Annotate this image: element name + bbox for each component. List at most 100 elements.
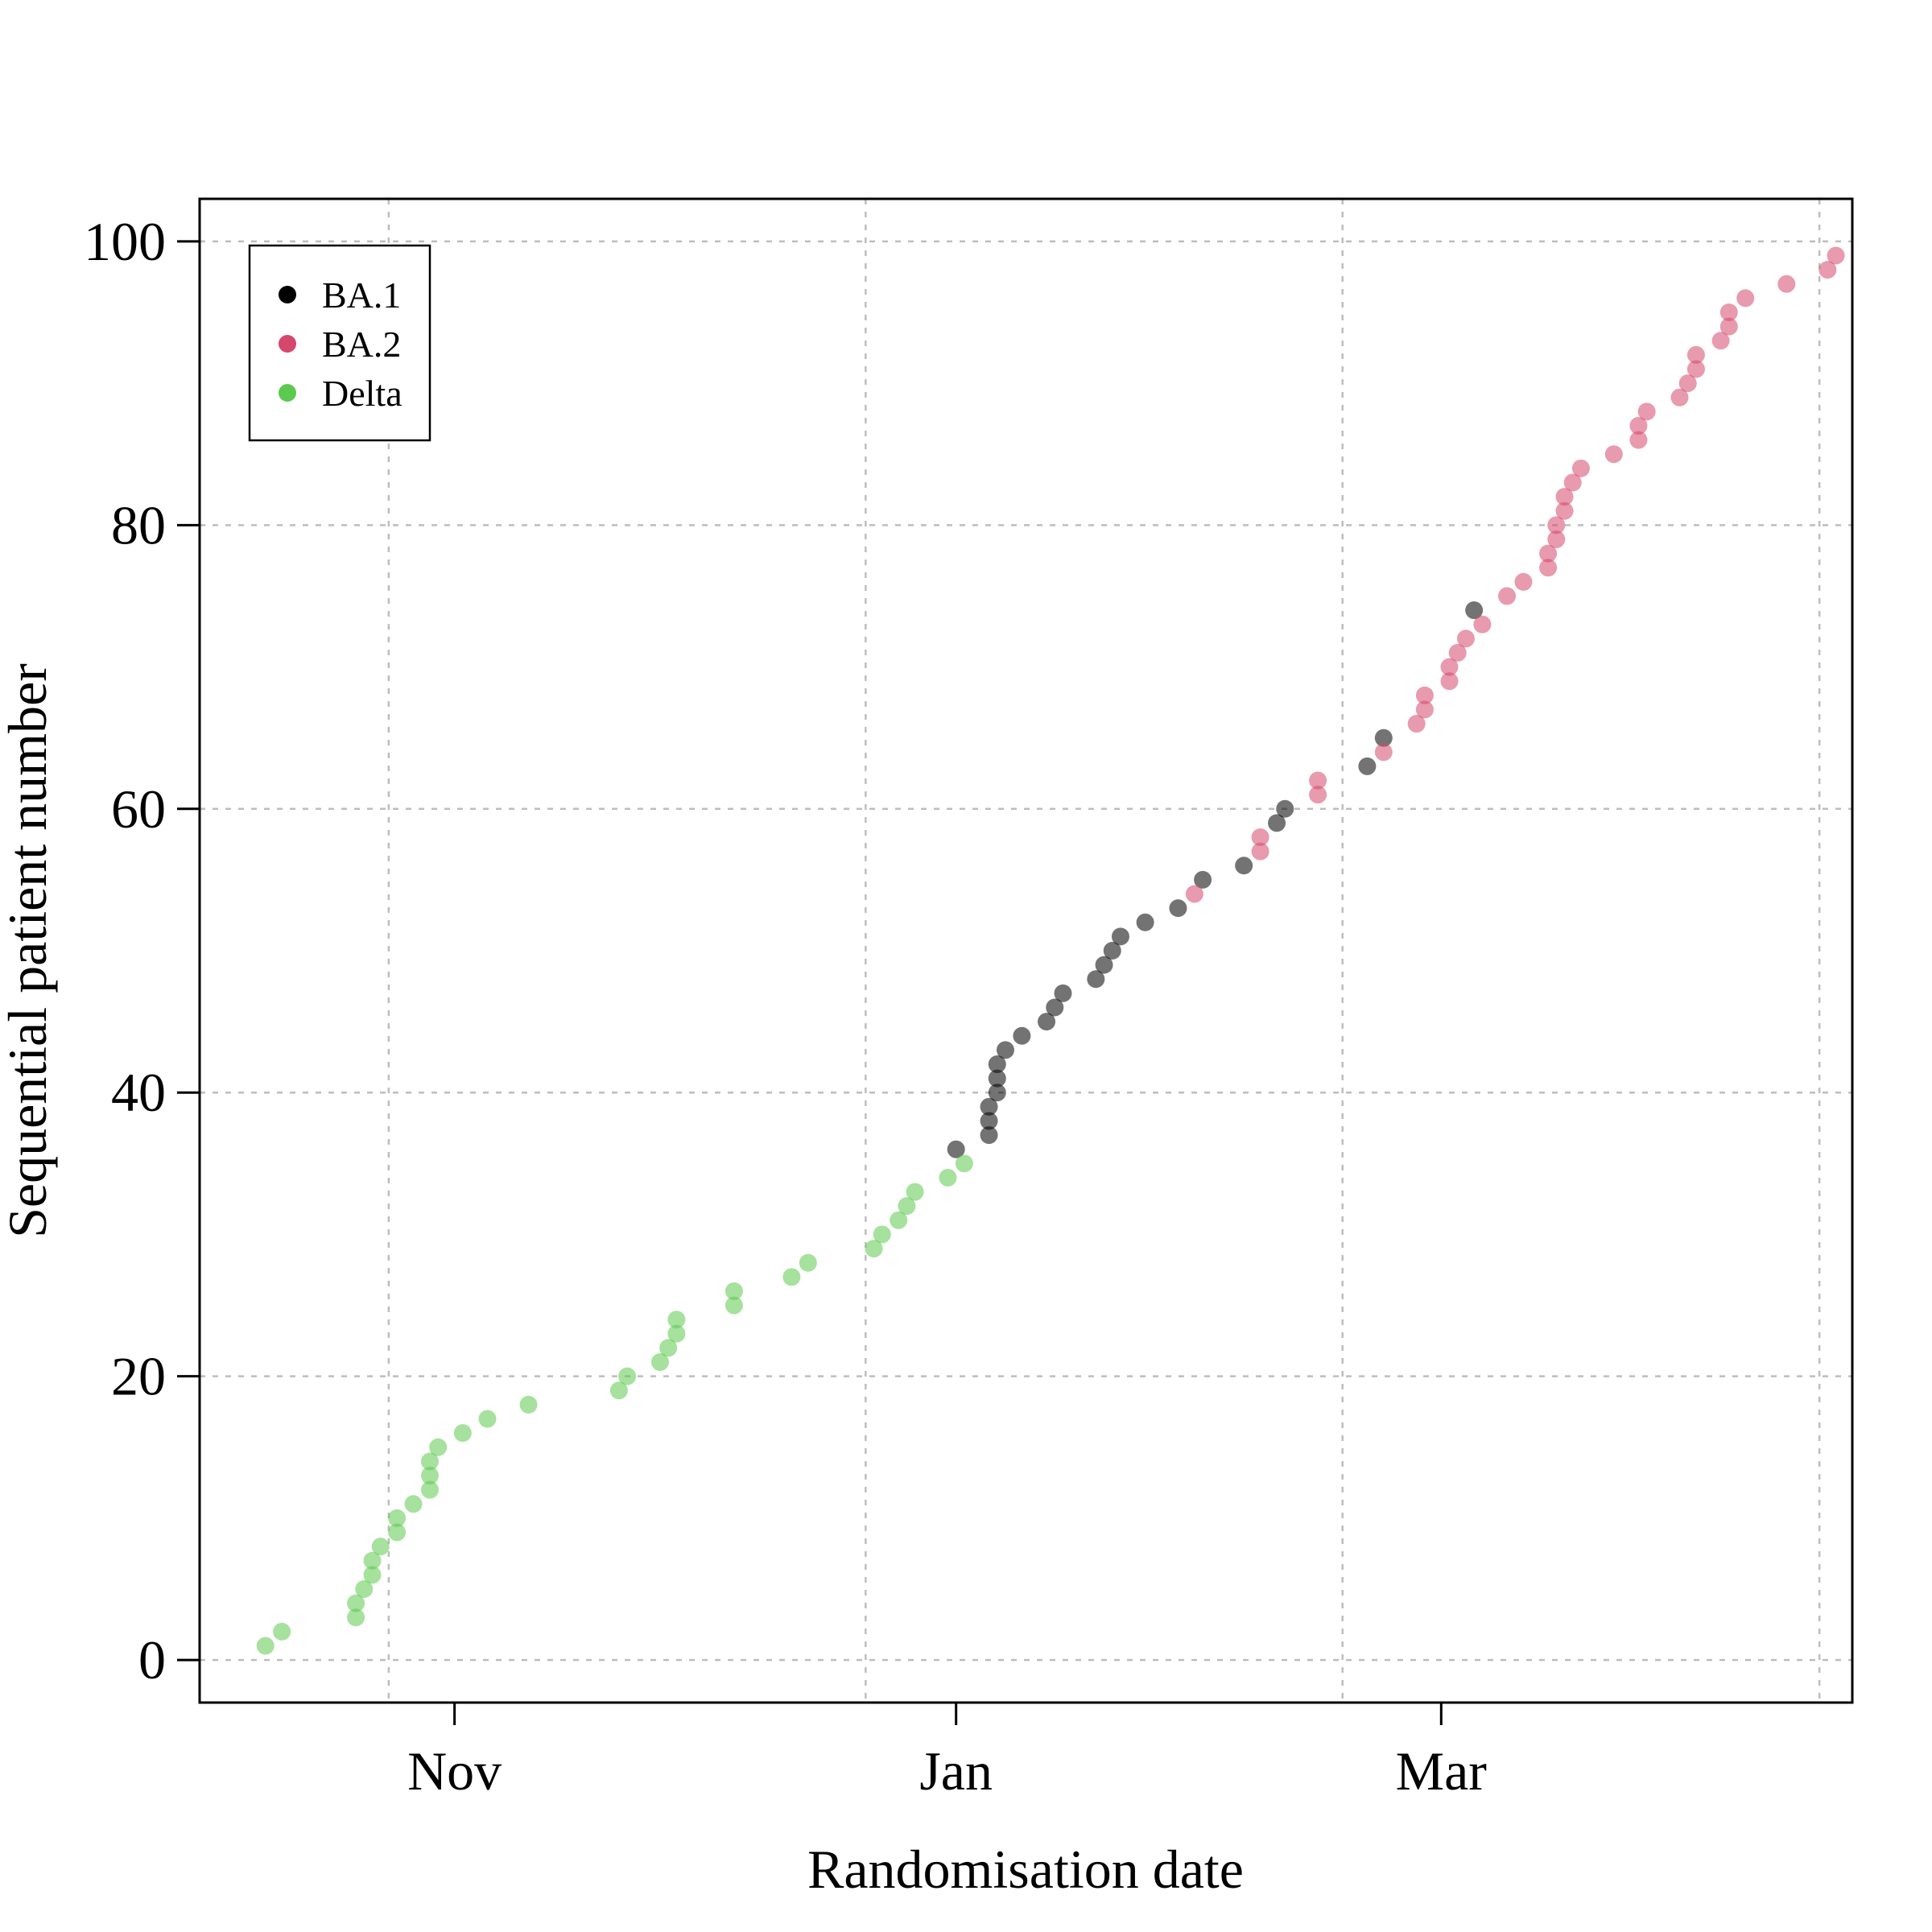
data-point-delta <box>939 1168 957 1187</box>
x-axis-title: Randomisation date <box>807 1839 1244 1900</box>
data-point-ba-2 <box>1539 544 1558 563</box>
legend-label: Delta <box>322 373 402 414</box>
data-point-ba-2 <box>1185 885 1203 903</box>
x-tick-label: Nov <box>407 1740 502 1802</box>
y-tick-label: 100 <box>84 211 166 272</box>
data-point-ba-2 <box>1309 771 1327 790</box>
y-tick-label: 40 <box>111 1062 166 1123</box>
data-point-delta <box>363 1566 382 1584</box>
data-point-delta <box>347 1608 365 1627</box>
x-tick-label: Mar <box>1396 1740 1488 1802</box>
data-point-delta <box>404 1495 423 1513</box>
data-point-delta <box>388 1509 407 1527</box>
data-point-ba-2 <box>1547 530 1566 548</box>
data-point-ba-2 <box>1604 445 1623 464</box>
data-point-delta <box>388 1523 407 1542</box>
data-point-delta <box>420 1452 439 1471</box>
data-point-ba-1 <box>988 1069 1006 1088</box>
data-point-delta <box>363 1551 382 1570</box>
data-point-ba-1 <box>1103 942 1121 960</box>
y-tick-label: 0 <box>138 1629 166 1690</box>
data-point-ba-2 <box>1637 402 1656 421</box>
y-tick-label: 80 <box>111 494 166 555</box>
data-point-ba-2 <box>1448 643 1467 662</box>
data-point-ba-2 <box>1629 416 1648 435</box>
data-point-delta <box>519 1395 538 1414</box>
x-axis: Nov Jan Mar <box>407 1703 1487 1802</box>
data-point-ba-2 <box>1415 686 1434 704</box>
data-point-ba-2 <box>1670 388 1689 407</box>
data-point-ba-2 <box>1719 303 1738 321</box>
data-point-delta <box>955 1154 973 1173</box>
data-point-ba-2 <box>1440 658 1459 676</box>
legend-label: BA.1 <box>322 275 401 316</box>
data-point-ba-1 <box>947 1140 965 1158</box>
grid-lines <box>200 199 1852 1703</box>
data-point-ba-2 <box>1827 246 1845 265</box>
data-point-ba-1 <box>1268 814 1286 832</box>
legend-label: BA.2 <box>322 324 401 365</box>
data-point-ba-1 <box>1465 601 1484 620</box>
data-point-delta <box>256 1637 275 1655</box>
data-point-ba-1 <box>1054 984 1072 1002</box>
data-point-ba-1 <box>1235 857 1253 875</box>
data-point-ba-2 <box>1309 786 1327 804</box>
data-point-ba-1 <box>988 1055 1006 1073</box>
data-point-delta <box>782 1268 801 1286</box>
data-point-ba-2 <box>1456 630 1475 648</box>
data-point-delta <box>799 1253 817 1272</box>
data-point-delta <box>890 1211 908 1229</box>
data-point-delta <box>667 1311 686 1329</box>
plot-frame <box>198 197 1854 1704</box>
data-point-ba-1 <box>1095 956 1113 974</box>
data-point-delta <box>355 1580 374 1599</box>
y-axis-title: Sequential patient number <box>0 663 58 1238</box>
data-point-ba-1 <box>1111 927 1129 946</box>
data-point-ba-1 <box>980 1097 998 1116</box>
data-point-ba-2 <box>1407 715 1426 733</box>
data-point-ba-2 <box>1563 473 1582 492</box>
data-point-ba-2 <box>1719 317 1738 336</box>
data-point-ba-2 <box>1818 261 1837 279</box>
y-axis: 0 20 40 60 80 100 <box>84 211 200 1690</box>
data-point-ba-1 <box>1169 899 1187 918</box>
data-point-ba-1 <box>1013 1026 1031 1045</box>
data-point-ba-2 <box>1777 275 1796 293</box>
data-point-ba-2 <box>1678 374 1697 393</box>
data-point-ba-1 <box>1358 757 1377 775</box>
data-point-delta <box>429 1438 448 1456</box>
data-point-ba-2 <box>1711 332 1730 350</box>
data-point-delta <box>724 1282 743 1300</box>
legend-marker <box>279 286 296 303</box>
data-point-ba-2 <box>1251 842 1269 861</box>
data-point-ba-2 <box>1473 615 1492 634</box>
data-points <box>256 246 1845 1655</box>
data-point-delta <box>724 1296 743 1315</box>
legend-marker <box>279 384 296 402</box>
data-point-ba-1 <box>980 1126 998 1145</box>
data-point-delta <box>650 1353 669 1372</box>
data-point-delta <box>371 1538 390 1556</box>
data-point-ba-1 <box>1276 799 1294 818</box>
data-point-delta <box>667 1324 686 1343</box>
data-point-ba-1 <box>1038 1013 1056 1031</box>
legend: BA.1 BA.2 Delta <box>248 244 431 442</box>
data-point-ba-2 <box>1415 700 1434 719</box>
data-point-ba-2 <box>1374 743 1393 762</box>
x-tick-label: Jan <box>919 1740 993 1802</box>
data-point-ba-1 <box>1136 913 1154 931</box>
data-point-ba-1 <box>1046 998 1064 1017</box>
data-point-delta <box>420 1467 439 1485</box>
data-point-delta <box>453 1424 472 1443</box>
data-point-delta <box>618 1367 637 1385</box>
data-point-ba-2 <box>1514 572 1533 591</box>
data-point-delta <box>347 1594 365 1612</box>
data-point-delta <box>609 1381 628 1400</box>
data-point-delta <box>865 1240 883 1258</box>
data-point-ba-2 <box>1629 431 1648 449</box>
data-point-ba-2 <box>1571 459 1590 477</box>
legend-marker <box>279 335 296 353</box>
data-point-ba-1 <box>980 1112 998 1130</box>
data-point-delta <box>873 1225 891 1244</box>
